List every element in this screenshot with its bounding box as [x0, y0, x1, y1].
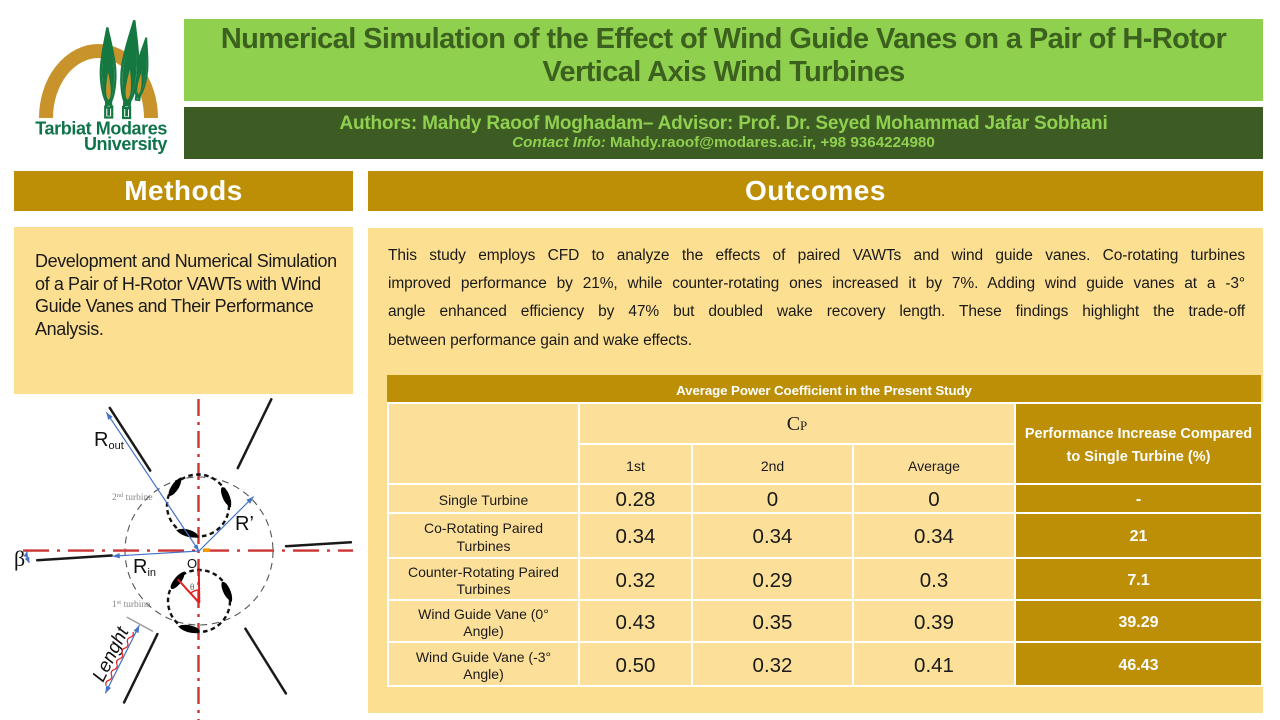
svg-text:1st turbine: 1st turbine [112, 599, 150, 610]
svg-text:β: β [14, 546, 25, 571]
svg-text:R’: R’ [235, 513, 254, 535]
svg-text:2nd turbine: 2nd turbine [112, 492, 153, 503]
svg-text:University: University [84, 134, 167, 154]
svg-text:Rin: Rin [133, 556, 156, 579]
svg-text:θ: θ [190, 582, 194, 592]
svg-text:O: O [187, 556, 197, 571]
svg-text:Tarbiat Modares: Tarbiat Modares [35, 119, 167, 139]
